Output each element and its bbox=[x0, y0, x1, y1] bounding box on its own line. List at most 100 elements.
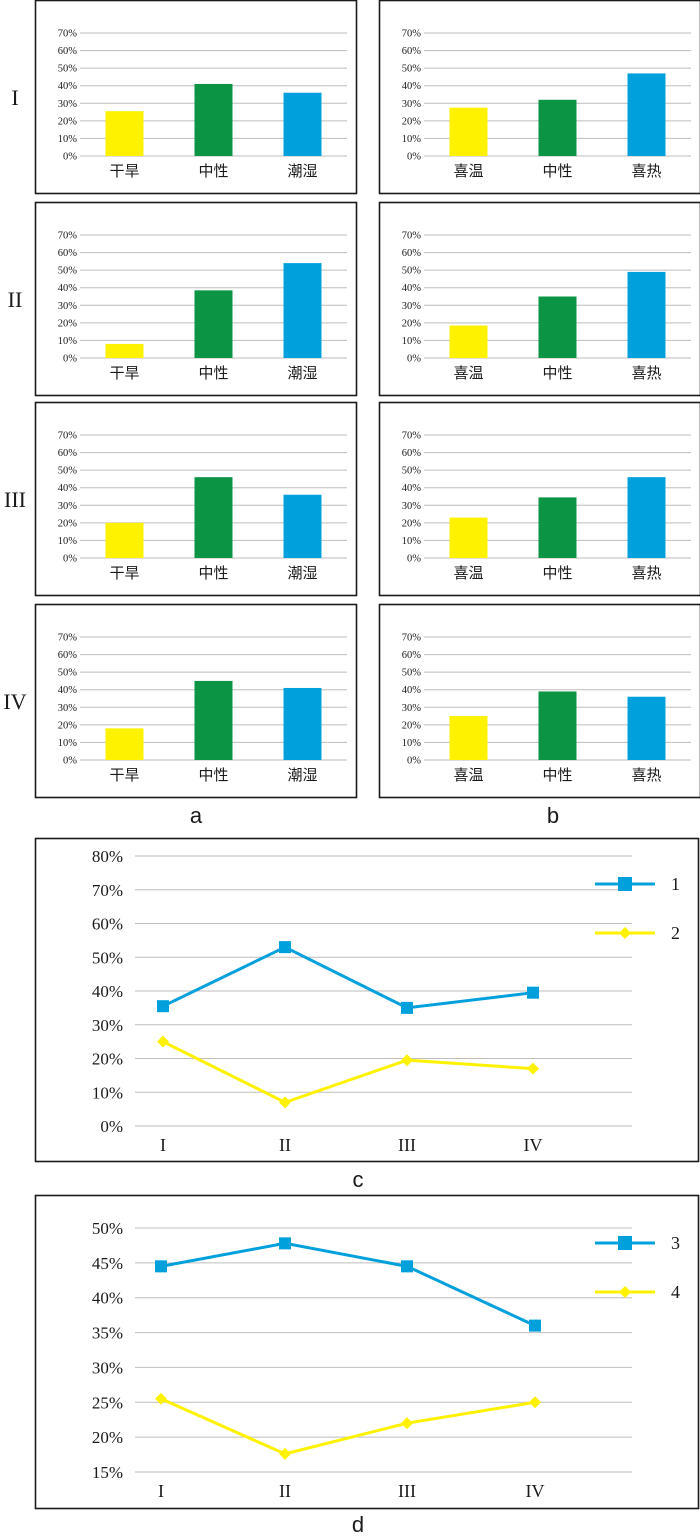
y-tick-label: 40% bbox=[58, 81, 78, 92]
bar bbox=[627, 73, 666, 156]
x-tick-label: 喜热 bbox=[631, 365, 661, 382]
bar bbox=[449, 325, 488, 358]
panel-label-b: b bbox=[547, 803, 559, 828]
x-tick-label: III bbox=[398, 1481, 416, 1501]
series-line-4 bbox=[160, 1397, 536, 1456]
x-tick-label: II bbox=[279, 1481, 291, 1501]
bar bbox=[538, 296, 577, 358]
chart-frame bbox=[34, 1194, 700, 1510]
series-point-4 bbox=[401, 1417, 413, 1430]
y-tick-label: 20% bbox=[58, 518, 78, 529]
x-tick-label: 中性 bbox=[198, 767, 228, 784]
y-tick-label: 60% bbox=[58, 650, 78, 661]
bar bbox=[194, 83, 233, 156]
y-tick-label: 0% bbox=[63, 756, 77, 767]
y-tick-label: 50% bbox=[402, 668, 422, 679]
y-tick-label: 70% bbox=[92, 881, 123, 900]
y-tick-label: 50% bbox=[58, 266, 78, 277]
series-point-2 bbox=[157, 1035, 169, 1048]
series-point-1 bbox=[279, 941, 291, 954]
y-tick-label: 60% bbox=[402, 650, 422, 661]
y-tick-label: 35% bbox=[92, 1324, 123, 1343]
y-tick-label: 40% bbox=[402, 81, 422, 92]
y-tick-label: 70% bbox=[58, 231, 78, 242]
x-tick-label: 干旱 bbox=[109, 366, 139, 382]
y-tick-label: 0% bbox=[407, 756, 421, 767]
y-tick-label: 70% bbox=[402, 29, 422, 40]
y-tick-label: 50% bbox=[402, 266, 422, 277]
bar bbox=[194, 477, 233, 558]
y-tick-label: 60% bbox=[402, 448, 422, 459]
bar-chart-b-II: 0% 10% 20% 30% 40% 50% 60% 70% 喜温 中性 喜热 bbox=[378, 201, 700, 397]
x-tick-label: 喜温 bbox=[453, 565, 483, 582]
bar bbox=[283, 263, 322, 358]
series-point-3 bbox=[401, 1260, 413, 1273]
x-tick-label: I bbox=[158, 1481, 164, 1501]
series-point-1 bbox=[401, 1001, 413, 1014]
y-tick-label: 20% bbox=[58, 318, 78, 329]
bar bbox=[627, 477, 666, 558]
y-tick-label: 10% bbox=[58, 336, 78, 347]
series-line-2 bbox=[162, 1040, 534, 1104]
bar bbox=[449, 517, 488, 558]
row-label: III bbox=[4, 487, 26, 512]
y-tick-label: 20% bbox=[402, 518, 422, 529]
bar bbox=[538, 497, 577, 558]
y-tick-label: 30% bbox=[58, 99, 78, 110]
series-point-2 bbox=[527, 1062, 539, 1075]
series-point-1 bbox=[157, 1000, 169, 1013]
legend-label-3: 3 bbox=[671, 1233, 680, 1253]
x-tick-label: 喜热 bbox=[631, 767, 661, 784]
y-tick-label: 70% bbox=[58, 431, 78, 442]
y-tick-label: 0% bbox=[63, 554, 77, 565]
x-tick-label: IV bbox=[526, 1481, 545, 1501]
y-tick-label: 40% bbox=[402, 685, 422, 696]
y-tick-label: 30% bbox=[58, 301, 78, 312]
y-tick-label: 20% bbox=[402, 318, 422, 329]
x-tick-label: 喜温 bbox=[453, 163, 483, 180]
y-tick-label: 40% bbox=[402, 483, 422, 494]
bar bbox=[627, 696, 666, 760]
series-point-4 bbox=[279, 1447, 291, 1460]
y-tick-label: 10% bbox=[402, 336, 422, 347]
y-tick-label: 70% bbox=[58, 29, 78, 40]
bar-chart-b-IV: 0% 10% 20% 30% 40% 50% 60% 70% 喜温 中性 喜热 bbox=[378, 603, 700, 799]
bar bbox=[105, 111, 144, 156]
legend-marker-1 bbox=[618, 877, 632, 891]
x-tick-label: IV bbox=[524, 1135, 543, 1155]
bar bbox=[194, 290, 233, 358]
bar-chart-a-II: 0% 10% 20% 30% 40% 50% 60% 70% 干旱 中性 潮湿 bbox=[34, 201, 358, 397]
y-tick-label: 30% bbox=[92, 1358, 123, 1377]
y-tick-label: 60% bbox=[402, 46, 422, 57]
y-tick-label: 20% bbox=[402, 116, 422, 127]
series-point-3 bbox=[529, 1319, 541, 1332]
bar bbox=[449, 716, 488, 760]
y-tick-label: 60% bbox=[58, 248, 78, 259]
y-tick-label: 50% bbox=[58, 64, 78, 75]
bar-chart-b-I: 0% 10% 20% 30% 40% 50% 60% 70% 喜温 中性 喜热 bbox=[378, 0, 700, 195]
y-tick-label: 10% bbox=[58, 738, 78, 749]
bar bbox=[627, 271, 666, 358]
legend-label-1: 1 bbox=[671, 874, 680, 894]
x-tick-label: 中性 bbox=[542, 767, 572, 784]
y-tick-label: 30% bbox=[92, 1016, 123, 1035]
y-tick-label: 70% bbox=[402, 231, 422, 242]
y-tick-label: 60% bbox=[402, 248, 422, 259]
y-tick-label: 70% bbox=[402, 431, 422, 442]
x-tick-label: 干旱 bbox=[109, 768, 139, 784]
y-tick-label: 10% bbox=[402, 134, 422, 145]
y-tick-label: 0% bbox=[407, 354, 421, 365]
y-tick-label: 10% bbox=[92, 1083, 123, 1102]
x-tick-label: 中性 bbox=[198, 163, 228, 180]
x-tick-label: 喜热 bbox=[631, 565, 661, 582]
bar bbox=[194, 680, 233, 760]
x-tick-label: 干旱 bbox=[109, 566, 139, 582]
y-tick-label: 50% bbox=[402, 466, 422, 477]
y-tick-label: 50% bbox=[92, 948, 123, 967]
series-point-1 bbox=[527, 986, 539, 999]
bar bbox=[283, 494, 322, 558]
series-point-4 bbox=[155, 1392, 167, 1405]
